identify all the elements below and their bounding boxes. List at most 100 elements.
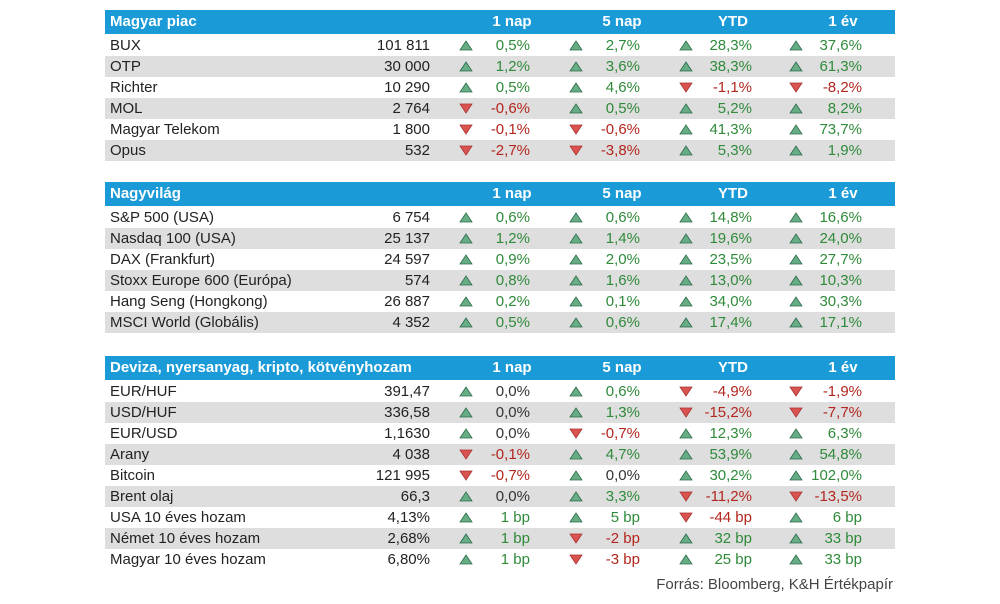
change-value: -0,7% [490,467,530,484]
arrow-up [679,554,693,565]
arrow-up [679,449,693,460]
row-value: 66,3 [400,488,430,505]
change-value: 8,2% [827,100,862,117]
arrow-shape [569,40,583,51]
change-value: 1 bp [500,551,530,568]
row-name: Stoxx Europe 600 (Európa) [110,272,292,289]
table-row [105,312,895,333]
arrow-shape [459,470,473,481]
arrow-up [569,386,583,397]
table-row [105,507,895,528]
row-name: USD/HUF [110,404,177,421]
section-title: Nagyvilág [110,185,181,202]
arrow-shape [569,428,583,439]
arrow-shape [459,145,473,156]
table-row [105,381,895,402]
row-name: EUR/USD [110,425,178,442]
arrow-down [459,103,473,114]
column-header: YTD [718,13,748,30]
arrow-shape [569,145,583,156]
column-header: 1 nap [492,359,532,376]
change-value: 14,8% [709,209,752,226]
row-name: MOL [110,100,143,117]
row-value: 4 038 [392,446,430,463]
column-header: 1 nap [492,13,532,30]
arrow-up [459,554,473,565]
source-note: Forrás: Bloomberg, K&H Értékpapír [656,576,893,593]
arrow-shape [679,145,693,156]
arrow-shape [789,554,803,565]
arrow-up [789,124,803,135]
change-value: 1 bp [500,509,530,526]
change-value: 0,0% [605,467,640,484]
arrow-shape [459,103,473,114]
arrow-shape [569,533,583,544]
change-value: 0,6% [605,383,640,400]
change-value: 5,3% [717,142,752,159]
arrow-up [459,212,473,223]
change-value: 0,5% [495,314,530,331]
arrow-up [789,512,803,523]
arrow-down [789,386,803,397]
arrow-shape [679,470,693,481]
table-row [105,486,895,507]
arrow-shape [569,470,583,481]
arrow-shape [789,512,803,523]
row-value: 30 000 [384,58,430,75]
column-header: 1 év [828,185,858,202]
change-value: 1,3% [605,404,640,421]
arrow-down [459,145,473,156]
arrow-shape [569,491,583,502]
arrow-shape [459,512,473,523]
arrow-up [679,533,693,544]
arrow-up [789,317,803,328]
row-value: 26 887 [384,293,430,310]
row-name: Richter [110,79,158,96]
change-value: -0,6% [490,100,530,117]
change-value: 0,8% [495,272,530,289]
arrow-up [789,145,803,156]
row-name: Opus [110,142,146,159]
change-value: -0,6% [600,121,640,138]
arrow-shape [679,61,693,72]
arrow-shape [679,554,693,565]
row-value: 121 995 [375,467,430,484]
arrow-up [569,491,583,502]
arrow-up [679,145,693,156]
row-value: 101 811 [376,37,430,54]
arrow-shape [459,212,473,223]
row-name: S&P 500 (USA) [110,209,214,226]
arrow-flat [459,407,473,418]
table-row [105,35,895,56]
arrow-shape [789,82,803,93]
arrow-shape [789,103,803,114]
change-value: 0,0% [495,488,530,505]
change-value: 0,0% [495,404,530,421]
arrow-up [789,233,803,244]
arrow-up [789,533,803,544]
arrow-shape [789,40,803,51]
change-value: 5,2% [717,100,752,117]
change-value: -0,7% [600,425,640,442]
arrow-up [569,212,583,223]
arrow-up [459,512,473,523]
arrow-flat [569,470,583,481]
change-value: 4,7% [605,446,640,463]
table-row [105,140,895,161]
row-value: 1 800 [392,121,430,138]
change-value: 30,2% [709,467,752,484]
arrow-shape [789,212,803,223]
row-name: Magyar Telekom [110,121,220,138]
arrow-up [459,40,473,51]
arrow-shape [569,82,583,93]
change-value: -7,7% [822,404,862,421]
table-row [105,56,895,77]
change-value: 27,7% [819,251,862,268]
change-value: 3,3% [605,488,640,505]
arrow-up [679,296,693,307]
arrow-shape [569,407,583,418]
arrow-down [569,554,583,565]
arrow-shape [789,428,803,439]
change-value: 19,6% [709,230,752,247]
row-name: Magyar 10 éves hozam [110,551,266,568]
